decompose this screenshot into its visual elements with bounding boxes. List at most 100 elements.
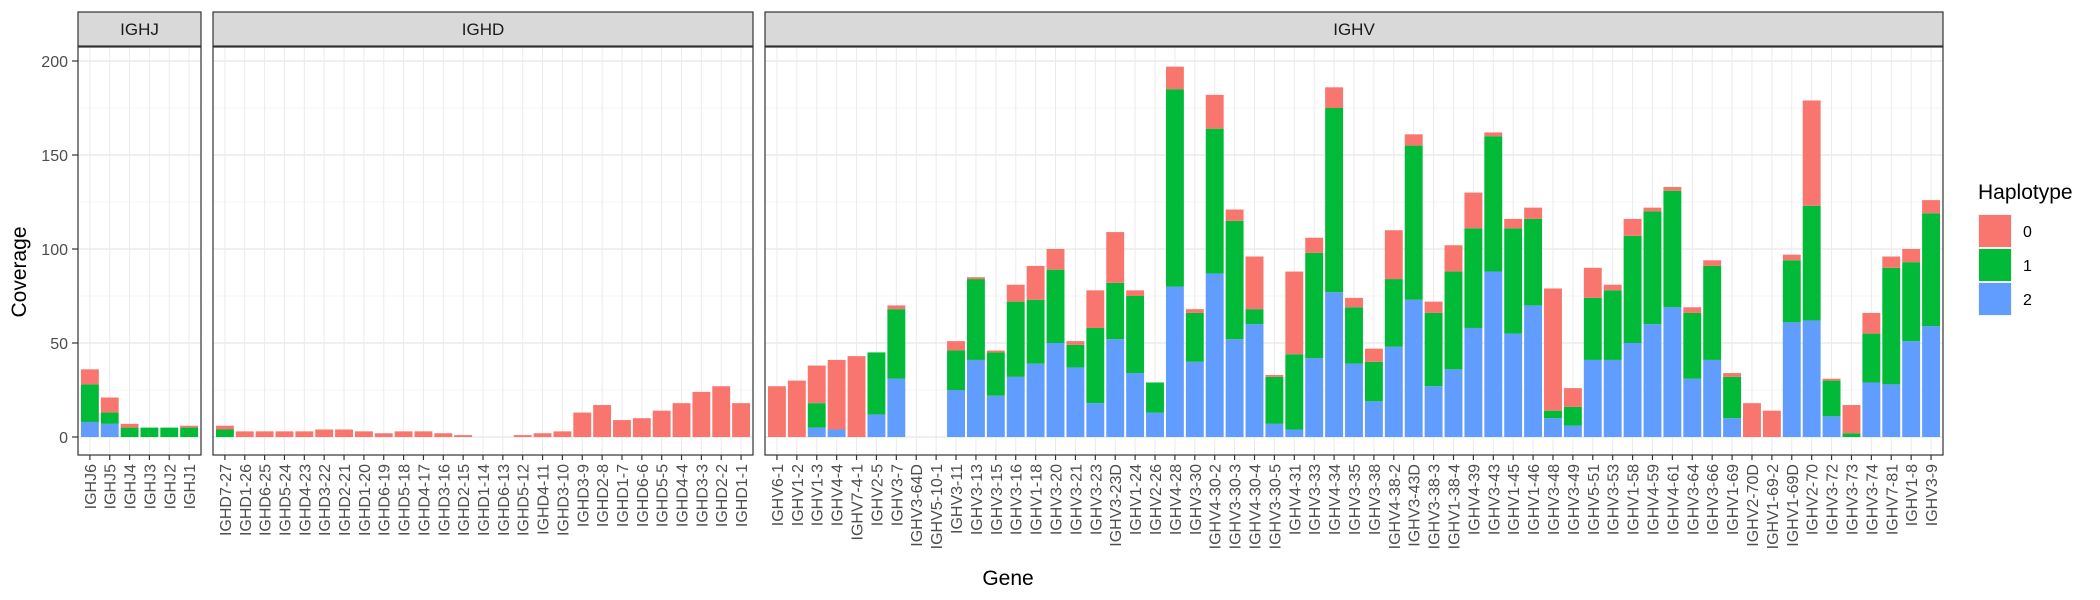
bar-h1-IGHV1-24 bbox=[1126, 296, 1145, 374]
bar-h1-IGHV2-70 bbox=[1802, 205, 1821, 321]
bar-h0-IGHV4-4 bbox=[827, 359, 846, 430]
bar-h0-IGHD7-27 bbox=[215, 425, 234, 430]
bar-h2-IGHJ6 bbox=[80, 421, 99, 437]
bar-h2-IGHV3-74 bbox=[1862, 382, 1881, 437]
x-tick-label: IGHV4-31 bbox=[1287, 464, 1304, 535]
bar-h2-IGHV2-26 bbox=[1146, 412, 1164, 437]
bar-h0-IGHV3-38 bbox=[1364, 348, 1383, 362]
bar-h1-IGHV3-20 bbox=[1046, 269, 1065, 343]
x-tick-label: IGHV4-39 bbox=[1466, 464, 1483, 535]
bar-h0-IGHV1-24 bbox=[1126, 290, 1145, 296]
bar-h2-IGHV1-45 bbox=[1504, 333, 1523, 437]
facet-strip-label: IGHD bbox=[462, 20, 505, 39]
bar-h1-IGHV4-30-2 bbox=[1205, 128, 1224, 274]
x-tick-label: IGHV1-24 bbox=[1128, 464, 1145, 535]
bar-h0-IGHD4-23 bbox=[295, 431, 314, 437]
y-axis-title: Coverage bbox=[8, 226, 31, 317]
bar-h0-IGHD6-6 bbox=[632, 418, 651, 437]
legend-label: 0 bbox=[2023, 224, 2032, 241]
bar-h0-IGHV1-18 bbox=[1026, 265, 1045, 300]
x-tick-label: IGHV3-30-5 bbox=[1267, 464, 1284, 549]
x-tick-label: IGHV3-73 bbox=[1844, 464, 1861, 535]
bar-h2-IGHV3-38 bbox=[1364, 401, 1383, 437]
bar-h1-IGHJ6 bbox=[80, 384, 99, 422]
bar-h1-IGHV1-18 bbox=[1026, 299, 1045, 364]
x-tick-label: IGHD4-4 bbox=[675, 464, 692, 527]
x-tick-label: IGHV3-35 bbox=[1347, 464, 1364, 535]
x-tick-label: IGHJ3 bbox=[142, 464, 159, 509]
bar-h2-IGHV3-30-3 bbox=[1225, 339, 1244, 437]
bar-h1-IGHV3-49 bbox=[1563, 406, 1582, 426]
bar-h0-IGHV5-51 bbox=[1583, 267, 1602, 298]
x-tick-label: IGHD2-21 bbox=[337, 464, 354, 536]
bar-h0-IGHD5-18 bbox=[394, 431, 413, 437]
bar-h1-IGHV4-59 bbox=[1643, 211, 1662, 325]
bar-h1-IGHV1-38-4 bbox=[1444, 271, 1463, 370]
bar-h0-IGHD2-21 bbox=[335, 429, 353, 437]
x-tick-label: IGHV3-33 bbox=[1307, 464, 1324, 535]
x-tick-label: IGHV3-74 bbox=[1864, 464, 1881, 535]
bar-h0-IGHV4-38-2 bbox=[1384, 230, 1403, 280]
x-tick-label: IGHJ1 bbox=[182, 464, 199, 509]
bar-h1-IGHV3-38 bbox=[1364, 361, 1383, 402]
bar-h1-IGHV3-72 bbox=[1822, 380, 1841, 417]
bar-h0-IGHV3-38-3 bbox=[1424, 301, 1443, 313]
bar-h1-IGHJ5 bbox=[100, 412, 119, 424]
bar-h0-IGHV1-8 bbox=[1902, 249, 1921, 263]
bar-h0-IGHV4-34 bbox=[1325, 87, 1344, 108]
x-tick-label: IGHD6-6 bbox=[635, 464, 652, 527]
x-tick-label: IGHV1-38-4 bbox=[1446, 464, 1463, 549]
bar-h0-IGHD5-24 bbox=[275, 431, 294, 437]
bar-h1-IGHJ3 bbox=[140, 427, 159, 437]
bar-h1-IGHV3-64 bbox=[1683, 312, 1702, 379]
bar-h0-IGHV2-70D bbox=[1743, 403, 1761, 437]
panel-border bbox=[764, 46, 1944, 456]
x-tick-label: IGHV3-15 bbox=[989, 464, 1006, 535]
x-tick-label: IGHD3-10 bbox=[555, 464, 572, 536]
bar-h0-IGHV1-45 bbox=[1504, 218, 1523, 229]
bar-h0-IGHV3-7 bbox=[887, 305, 906, 310]
bar-h2-IGHV4-28 bbox=[1165, 286, 1184, 437]
bar-h0-IGHV3-73 bbox=[1842, 405, 1861, 434]
bar-h2-IGHV3-66 bbox=[1703, 359, 1722, 437]
bar-h2-IGHV1-69 bbox=[1723, 418, 1742, 437]
y-axis: 0 50 100 150 200 bbox=[41, 54, 78, 447]
x-tick-label: IGHD1-14 bbox=[476, 464, 493, 536]
y-tick-label: 150 bbox=[41, 148, 68, 165]
bar-h0-IGHV7-81 bbox=[1882, 256, 1901, 268]
bar-h1-IGHV4-28 bbox=[1165, 89, 1184, 287]
bar-h1-IGHJ4 bbox=[120, 427, 139, 437]
bar-h0-IGHD1-26 bbox=[235, 431, 254, 437]
bar-h2-IGHV3-43 bbox=[1484, 271, 1503, 437]
bar-h1-IGHV3-43D bbox=[1404, 145, 1423, 300]
bar-h0-IGHD2-15 bbox=[454, 435, 473, 437]
bar-h1-IGHV3-9 bbox=[1922, 213, 1941, 327]
x-tick-label: IGHJ6 bbox=[83, 464, 100, 509]
x-tick-label: IGHD4-23 bbox=[297, 464, 314, 536]
bar-h1-IGHV3-43 bbox=[1484, 136, 1503, 272]
facet-strip bbox=[764, 11, 1944, 47]
bar-h2-IGHV3-33 bbox=[1305, 358, 1324, 437]
bar-h0-IGHV3-15 bbox=[986, 350, 1005, 353]
bar-h1-IGHV3-16 bbox=[1006, 301, 1025, 377]
bar-h0-IGHV1-3 bbox=[807, 365, 826, 404]
bar-h1-IGHV3-35 bbox=[1345, 307, 1363, 364]
x-tick-label: IGHD1-26 bbox=[238, 464, 255, 536]
bar-h1-IGHV3-30 bbox=[1185, 312, 1204, 362]
bar-h1-IGHV1-8 bbox=[1902, 262, 1921, 342]
bar-h1-IGHV3-30-3 bbox=[1225, 220, 1244, 340]
bar-h0-IGHV3-30 bbox=[1185, 309, 1204, 313]
bar-h0-IGHV3-72 bbox=[1822, 378, 1841, 381]
x-tick-label: IGHV3-30 bbox=[1188, 464, 1205, 535]
bar-h0-IGHV4-30-2 bbox=[1205, 94, 1224, 129]
y-tick-label: 0 bbox=[59, 430, 68, 447]
bar-h0-IGHV3-13 bbox=[966, 277, 985, 280]
y-tick-label: 100 bbox=[41, 242, 68, 259]
x-tick-label: IGHV5-10-1 bbox=[929, 464, 946, 549]
x-tick-label: IGHV3-16 bbox=[1009, 464, 1026, 535]
bar-h1-IGHV1-3 bbox=[807, 403, 826, 428]
bar-h2-IGHV3-23D bbox=[1106, 339, 1125, 437]
x-tick-label: IGHV3-23D bbox=[1108, 464, 1125, 547]
